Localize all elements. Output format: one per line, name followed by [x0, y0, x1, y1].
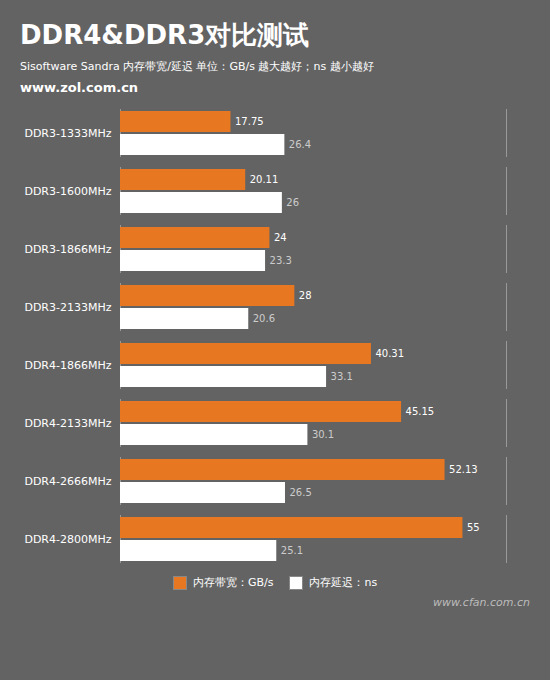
svg-text:DDR4-2800MHz: DDR4-2800MHz	[24, 533, 111, 546]
svg-text:40.31: 40.31	[375, 348, 404, 359]
svg-text:26: 26	[286, 197, 299, 208]
html-text:www.cfan.com.cn: www.cfan.com.cn	[433, 596, 530, 609]
svg-text:DDR3-2133MHz: DDR3-2133MHz	[24, 301, 111, 314]
html-text:DDR4&DDR3对比测试: DDR4&DDR3对比测试	[20, 20, 310, 50]
svg-text:55: 55	[467, 522, 480, 533]
svg-text:45.15: 45.15	[406, 406, 435, 417]
svg-text:20.6: 20.6	[253, 313, 275, 324]
svg-text:DDR3-1866MHz: DDR3-1866MHz	[24, 243, 111, 256]
svg-text:30.1: 30.1	[312, 429, 334, 440]
svg-text:52.13: 52.13	[449, 464, 478, 475]
html-text:内存带宽：GB/s: 内存带宽：GB/s	[192, 576, 274, 589]
svg-text:20.11: 20.11	[250, 174, 279, 185]
html-text:内存延迟：ns: 内存延迟：ns	[309, 576, 378, 589]
svg-text:DDR3-1600MHz: DDR3-1600MHz	[24, 185, 111, 198]
svg-text:28: 28	[299, 290, 312, 301]
svg-text:DDR4-2666MHz: DDR4-2666MHz	[24, 475, 111, 488]
svg-text:26.5: 26.5	[289, 487, 311, 498]
svg-text:DDR4-2133MHz: DDR4-2133MHz	[24, 417, 111, 430]
html-text:www.zol.com.cn: www.zol.com.cn	[20, 80, 139, 95]
svg-text:33.1: 33.1	[331, 371, 353, 382]
svg-text:24: 24	[274, 232, 287, 243]
svg-text:DDR3-1333MHz: DDR3-1333MHz	[24, 127, 111, 140]
html-text:Sisoftware Sandra 内存带宽/延迟 单位：G: Sisoftware Sandra 内存带宽/延迟 单位：GB/s 越大越好；n…	[20, 60, 374, 73]
svg-text:25.1: 25.1	[281, 545, 303, 556]
svg-text:26.4: 26.4	[289, 139, 311, 150]
svg-text:23.3: 23.3	[270, 255, 292, 266]
svg-text:17.75: 17.75	[235, 116, 264, 127]
svg-text:DDR4-1866MHz: DDR4-1866MHz	[24, 359, 111, 372]
